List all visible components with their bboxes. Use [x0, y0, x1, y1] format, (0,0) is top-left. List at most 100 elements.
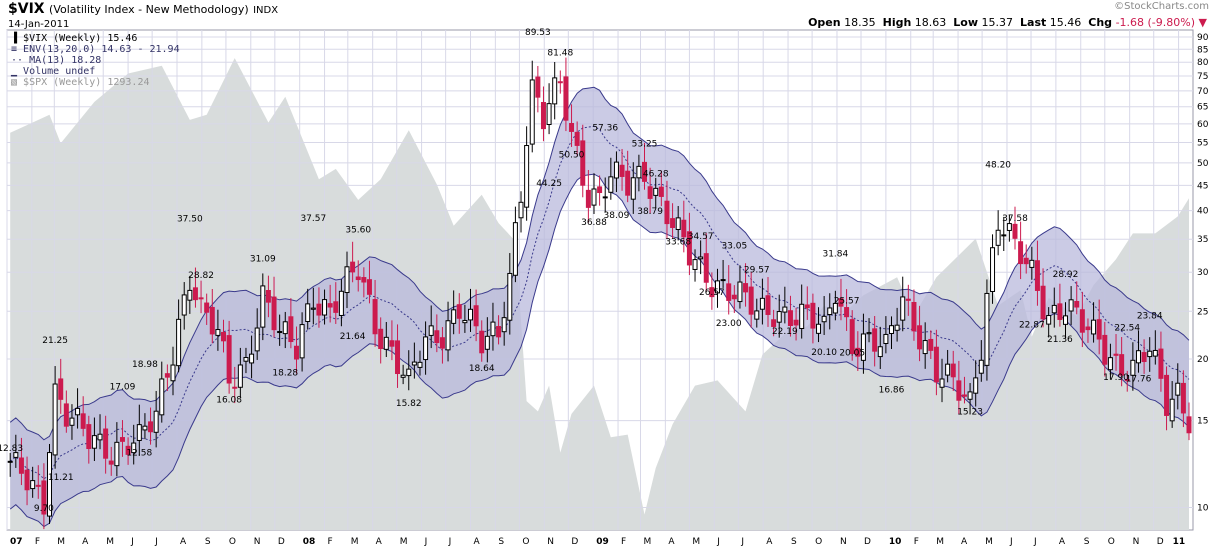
- candle-body: [86, 424, 92, 450]
- price-annotation: 33.05: [721, 242, 747, 252]
- candle-body: [1113, 353, 1119, 356]
- y-tick-label: 75: [1197, 72, 1208, 82]
- y-tick-label: 50: [1197, 159, 1209, 169]
- candle-body: [310, 307, 316, 310]
- x-tick-label: D: [864, 537, 871, 547]
- price-annotation: 29.57: [744, 265, 770, 275]
- exchange-label: INDX: [253, 5, 279, 16]
- price-annotation: 16.08: [216, 396, 242, 406]
- candle-body: [378, 328, 384, 349]
- candle-body: [91, 435, 97, 449]
- candle-body: [58, 378, 64, 400]
- candle-body: [1091, 319, 1097, 335]
- candle-body: [215, 329, 221, 336]
- legend-label: $VIX (Weekly) 15.46: [17, 33, 138, 44]
- candle-body: [642, 161, 648, 182]
- x-tick-label: J: [1009, 537, 1013, 547]
- legend-item: ≡ ENV(13,20.0) 14.63 - 21.94: [11, 44, 180, 55]
- x-tick-label: N: [547, 537, 554, 547]
- candle-body: [1124, 379, 1130, 382]
- candle-body: [933, 346, 939, 383]
- chg-label: Chg: [1088, 16, 1113, 29]
- candle-body: [838, 298, 844, 307]
- candle-body: [686, 231, 692, 266]
- price-annotation: 22.54: [1114, 323, 1140, 333]
- candle-body: [619, 164, 625, 177]
- candle-body: [479, 330, 485, 354]
- chart-title: $VIX (Volatility Index - New Methodology…: [8, 1, 278, 17]
- candle-body: [922, 340, 928, 355]
- candle-body: [406, 368, 412, 377]
- candle-body: [900, 296, 906, 321]
- y-tick-label: 80: [1197, 58, 1209, 68]
- candle-body: [569, 122, 575, 132]
- x-tick-label: S: [1084, 537, 1090, 547]
- x-tick-label: A: [668, 537, 675, 547]
- x-tick-label: N: [254, 537, 261, 547]
- candle-body: [445, 320, 451, 351]
- candle-body: [1006, 223, 1012, 231]
- candle-body: [608, 176, 614, 193]
- legend-label: ENV(13,20.0) 14.63 - 21.94: [17, 44, 180, 55]
- candle-body: [333, 301, 339, 313]
- price-annotation: 57.36: [592, 123, 618, 133]
- candle-body: [990, 247, 996, 292]
- candle-body: [226, 335, 232, 384]
- candle-body: [597, 186, 603, 194]
- low-value: 15.37: [981, 16, 1014, 29]
- y-tick-label: 35: [1197, 235, 1208, 245]
- price-annotation: 31.84: [822, 249, 848, 259]
- candle-body: [30, 480, 36, 490]
- y-tick-label: 30: [1197, 268, 1209, 278]
- candle-body: [97, 433, 103, 441]
- x-tick-label: 11: [1173, 537, 1186, 547]
- x-tick-label: F: [35, 537, 40, 547]
- open-label: Open: [808, 16, 841, 29]
- price-annotation: 44.25: [536, 179, 562, 189]
- candle-body: [192, 287, 198, 301]
- price-annotation: 89.53: [525, 28, 551, 38]
- price-annotation: 50.50: [559, 151, 585, 161]
- candle-body: [911, 301, 917, 332]
- price-annotation: 20.10: [811, 348, 837, 358]
- x-tick-label: M: [351, 537, 359, 547]
- candle-body: [7, 460, 13, 463]
- candle-body: [451, 309, 457, 324]
- x-tick-label: M: [644, 537, 652, 547]
- candle-body: [625, 170, 631, 196]
- candle-body: [411, 361, 417, 366]
- candle-body: [552, 77, 558, 105]
- price-annotation: 38.79: [637, 207, 663, 217]
- spx-area-icon: ▧: [11, 77, 18, 88]
- x-tick-label: N: [840, 537, 847, 547]
- candle-body: [961, 394, 967, 397]
- x-tick-label: O: [1108, 537, 1115, 547]
- candle-body: [1107, 357, 1113, 371]
- price-annotation: 22.19: [772, 327, 798, 337]
- candle-body: [204, 302, 210, 313]
- price-annotation: 21.25: [42, 336, 68, 346]
- price-annotation: 17.90: [1103, 373, 1129, 383]
- candle-body: [1001, 234, 1007, 237]
- price-annotation: 9.70: [34, 504, 54, 514]
- x-tick-label: 09: [596, 537, 609, 547]
- candle-body: [1063, 315, 1069, 325]
- candle-body: [877, 346, 883, 358]
- candle-body: [288, 316, 294, 343]
- candle-body: [675, 217, 681, 230]
- price-annotation: 28.92: [1053, 270, 1079, 280]
- candle-body: [305, 303, 311, 322]
- candle-body: [1130, 359, 1136, 376]
- candle-body: [535, 76, 541, 98]
- x-tick-label: 10: [889, 537, 902, 547]
- candle-body: [221, 331, 227, 342]
- candle-body: [832, 302, 838, 314]
- candle-body: [529, 79, 535, 145]
- candle-body: [1051, 304, 1057, 314]
- candle-body: [271, 296, 277, 331]
- price-annotation: 18.28: [272, 368, 298, 378]
- candle-body: [855, 347, 861, 357]
- price-annotation: 37.50: [177, 214, 203, 224]
- candle-body: [114, 441, 120, 467]
- spx-area: [10, 58, 1190, 530]
